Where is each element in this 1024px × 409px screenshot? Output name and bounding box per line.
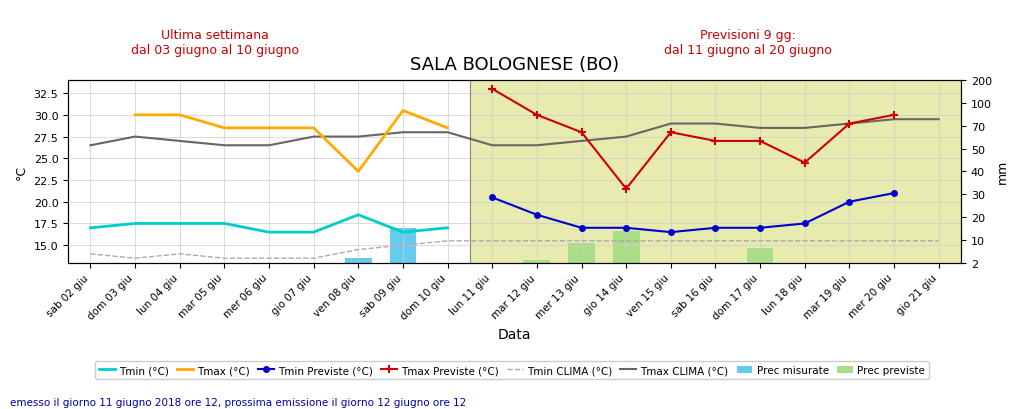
Bar <box>470 81 961 263</box>
Bar <box>389 229 417 263</box>
Bar <box>746 249 773 263</box>
Bar <box>612 231 640 263</box>
Bar <box>523 260 550 263</box>
Y-axis label: mm: mm <box>996 160 1009 184</box>
Text: emesso il giorno 11 giugno 2018 ore 12, prossima emissione il giorno 12 giugno o: emesso il giorno 11 giugno 2018 ore 12, … <box>10 397 467 407</box>
Title: SALA BOLOGNESE (BO): SALA BOLOGNESE (BO) <box>410 56 620 74</box>
Legend: Tmin (°C), Tmax (°C), Tmin Previste (°C), Tmax Previste (°C), Tmin CLIMA (°C), T: Tmin (°C), Tmax (°C), Tmin Previste (°C)… <box>95 361 929 379</box>
Text: Previsioni 9 gg:
dal 11 giugno al 20 giugno: Previsioni 9 gg: dal 11 giugno al 20 giu… <box>664 29 831 56</box>
X-axis label: Data: Data <box>498 327 531 341</box>
Text: Ultima settimana
dal 03 giugno al 10 giugno: Ultima settimana dal 03 giugno al 10 giu… <box>131 29 299 56</box>
Bar <box>345 258 372 263</box>
Bar <box>568 243 595 263</box>
Y-axis label: °C: °C <box>15 164 28 180</box>
